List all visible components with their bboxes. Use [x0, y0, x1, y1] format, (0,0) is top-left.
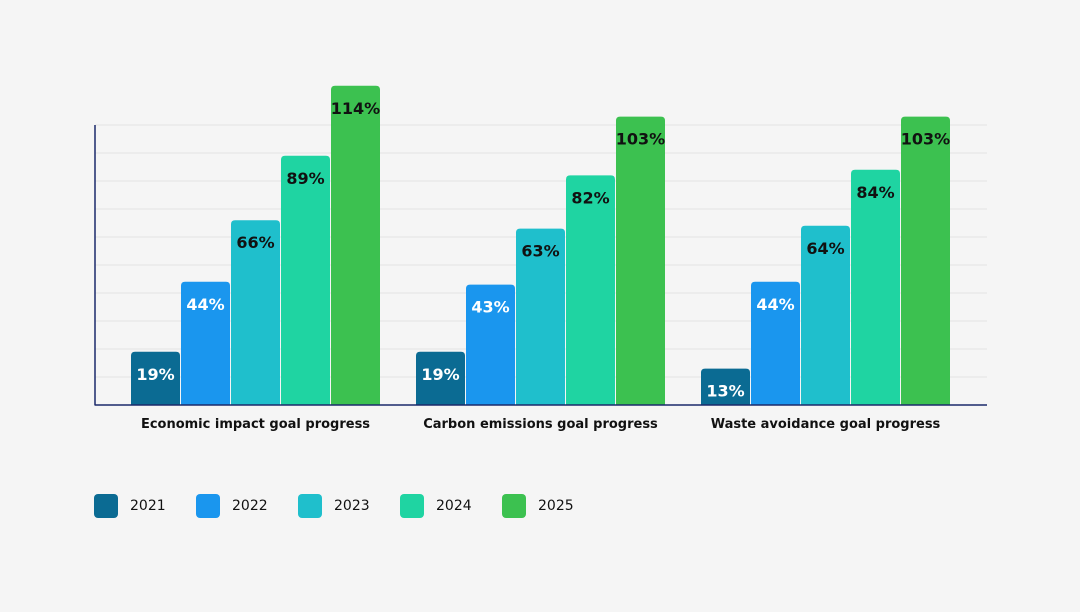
bar-2025-2 [616, 116, 665, 405]
legend-swatch-2022 [196, 494, 220, 518]
data-label-2022-3: 44% [756, 295, 794, 314]
legend-item-2024: 2024 [400, 494, 502, 518]
category-label-1: Economic impact goal progress [141, 417, 370, 432]
legend-swatch-2024 [400, 494, 424, 518]
data-label-2023-3: 64% [806, 239, 844, 258]
data-label-2024-2: 82% [571, 188, 609, 207]
legend-label-2022: 2022 [232, 498, 268, 514]
bar-2023-2 [516, 228, 565, 405]
legend-item-2022: 2022 [196, 494, 298, 518]
bar-2023-3 [801, 225, 850, 405]
legend-label-2024: 2024 [436, 498, 472, 514]
chart-legend: 2021 2022 2023 2024 2025 [94, 494, 604, 518]
data-label-2021-1: 19% [136, 365, 174, 384]
legend-item-2021: 2021 [94, 494, 196, 518]
bar-2025-3 [901, 116, 950, 405]
legend-item-2023: 2023 [298, 494, 400, 518]
bar-2023-1 [231, 220, 280, 405]
data-label-2024-3: 84% [856, 183, 894, 202]
bar-2021-1 [131, 351, 180, 405]
bar-2022-3 [751, 281, 800, 405]
category-label-3: Waste avoidance goal progress [711, 417, 941, 432]
category-label-2: Carbon emissions goal progress [423, 417, 658, 432]
legend-label-2025: 2025 [538, 498, 574, 514]
data-label-2025-1: 114% [331, 99, 380, 118]
data-label-2025-2: 103% [616, 130, 665, 149]
legend-label-2023: 2023 [334, 498, 370, 514]
data-label-2024-1: 89% [286, 169, 324, 188]
data-label-2023-1: 66% [236, 233, 274, 252]
data-label-2023-2: 63% [521, 242, 559, 261]
legend-swatch-2021 [94, 494, 118, 518]
legend-label-2021: 2021 [130, 498, 166, 514]
bar-2024-2 [566, 175, 615, 405]
data-label-2021-2: 19% [421, 365, 459, 384]
data-label-2021-3: 13% [706, 382, 744, 401]
bar-2021-3 [701, 368, 750, 405]
bar-2025-1 [331, 85, 380, 406]
legend-swatch-2023 [298, 494, 322, 518]
data-label-2025-3: 103% [901, 130, 950, 149]
data-label-2022-1: 44% [186, 295, 224, 314]
bar-2022-1 [181, 281, 230, 405]
data-label-2022-2: 43% [471, 298, 509, 317]
legend-swatch-2025 [502, 494, 526, 518]
bar-2022-2 [466, 284, 515, 405]
bar-2021-2 [416, 351, 465, 405]
bar-2024-1 [281, 155, 330, 405]
bar-2024-3 [851, 169, 900, 405]
legend-item-2025: 2025 [502, 494, 604, 518]
